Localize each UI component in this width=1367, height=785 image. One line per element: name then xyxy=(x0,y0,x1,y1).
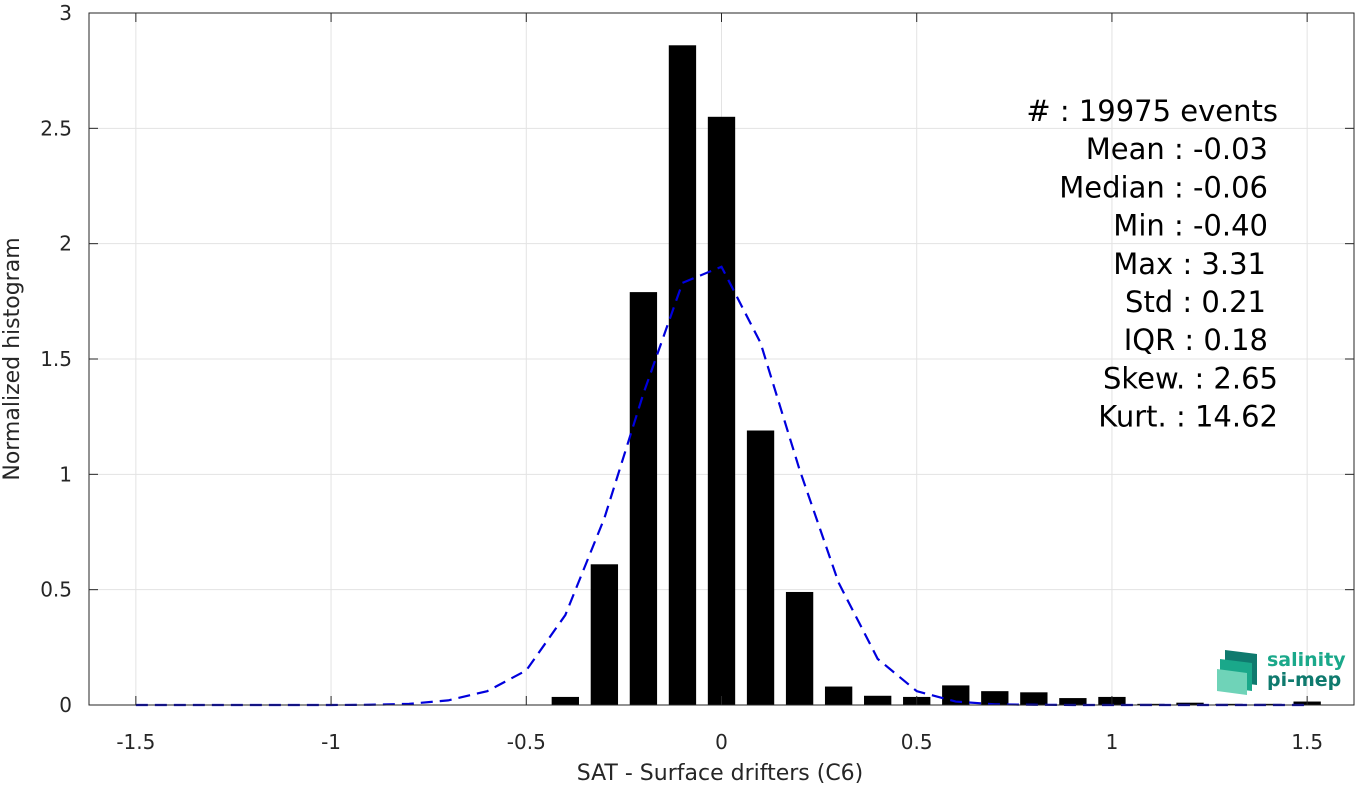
y-tick-label: 3 xyxy=(59,1,72,25)
x-tick-label: 1 xyxy=(1106,730,1119,754)
stats-line: Max : 3.31 xyxy=(1113,247,1266,281)
x-axis-label: SAT - Surface drifters (C6) xyxy=(577,761,864,785)
stats-line: Min : -0.40 xyxy=(1113,209,1268,243)
histogram-bar xyxy=(1215,703,1243,705)
histogram-bar xyxy=(746,430,775,705)
x-tick-label: 0 xyxy=(715,730,728,754)
histogram-bar xyxy=(824,686,853,705)
y-tick-label: 0.5 xyxy=(40,578,72,602)
histogram-bar xyxy=(864,695,892,705)
histogram-bar xyxy=(1059,698,1087,705)
histogram-bar xyxy=(1254,703,1282,705)
histogram-bar xyxy=(1176,702,1204,705)
histogram-bar xyxy=(942,685,970,705)
x-tick-label: -0.5 xyxy=(507,730,546,754)
x-tick-label: 0.5 xyxy=(901,730,933,754)
y-tick-label: 1 xyxy=(59,462,72,486)
stats-line: Kurt. : 14.62 xyxy=(1098,400,1278,434)
logo-icon xyxy=(1217,650,1257,695)
stats-line: Median : -0.06 xyxy=(1059,170,1268,204)
axes-box xyxy=(88,12,1355,706)
stats-annotation: # : 19975 events Mean : -0.03 Median : -0.… xyxy=(1026,94,1278,434)
y-axis-label: Normalized histogram xyxy=(0,237,25,480)
logo-text-pimep: pi-mep xyxy=(1267,669,1341,691)
histogram-bar xyxy=(629,292,658,705)
x-tick-labels: -1.5 -1 -0.5 0 0.5 1 1.5 xyxy=(116,730,1323,754)
x-tick-label: 1.5 xyxy=(1291,730,1323,754)
stats-line: Mean : -0.03 xyxy=(1086,132,1268,166)
y-tick-label: 0 xyxy=(59,693,72,717)
histogram-bar xyxy=(590,564,619,705)
logo-text-salinity: salinity xyxy=(1267,649,1346,671)
y-tick-label: 2 xyxy=(59,232,72,256)
x-tick-label: -1 xyxy=(321,730,341,754)
histogram-bar xyxy=(707,116,736,706)
histogram-bar xyxy=(668,45,697,705)
histogram-bar xyxy=(551,696,579,705)
histogram-bar xyxy=(981,691,1009,705)
salinity-pimep-logo: salinity pi-mep xyxy=(1217,649,1346,695)
y-tick-labels: 0 0.5 1 1.5 2 2.5 3 xyxy=(40,1,72,717)
stats-line: Std : 0.21 xyxy=(1125,285,1266,319)
stats-line: IQR : 0.18 xyxy=(1124,323,1268,357)
histogram-bars xyxy=(551,45,1321,706)
stats-line: Skew. : 2.65 xyxy=(1103,361,1278,395)
x-tick-label: -1.5 xyxy=(116,730,155,754)
stats-line: # : 19975 events xyxy=(1026,94,1278,128)
y-tick-label: 1.5 xyxy=(40,347,72,371)
histogram-bar xyxy=(785,591,814,705)
histogram-bar xyxy=(1020,692,1048,705)
y-tick-label: 2.5 xyxy=(40,116,72,140)
